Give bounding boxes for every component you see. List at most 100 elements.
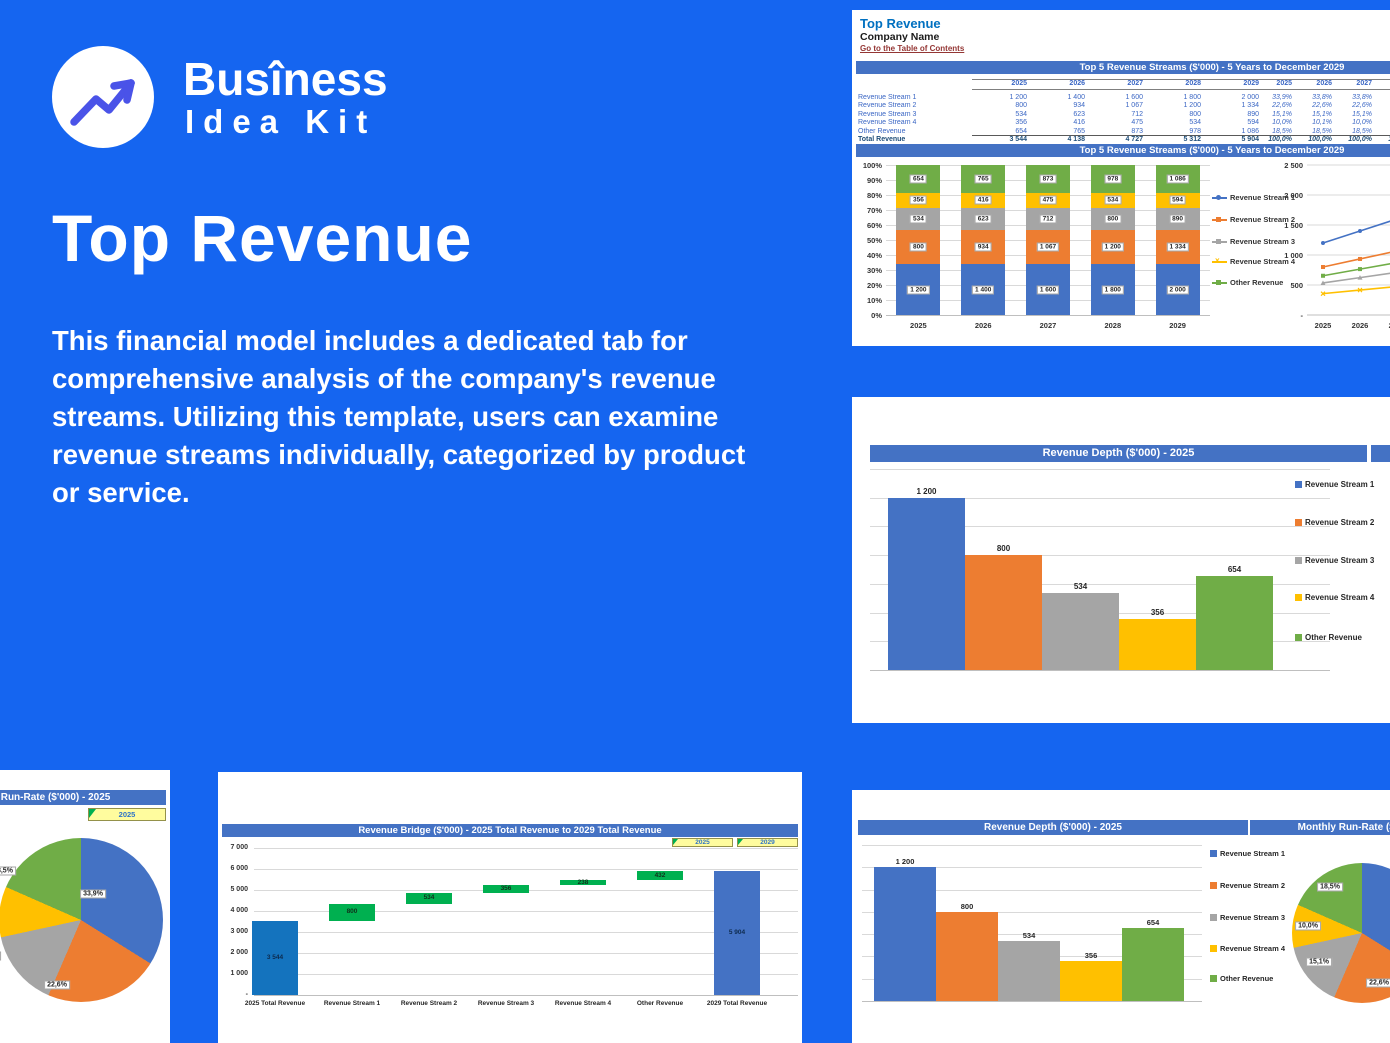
legend-item-label: Revenue Stream 3 [1220,912,1286,922]
table-cell: 2028 [1185,80,1201,87]
y-axis-tick-label: 5 000 [230,886,248,893]
stacked-bar-segment: 623 [961,207,1006,231]
bridge-filter-end-value: 2029 [760,839,775,846]
stacked-bar-segment: 2 000 [1155,264,1200,315]
filter-corner-marker [738,839,743,845]
gridline [862,934,1202,936]
line-chart-plot [1307,164,1390,316]
table-of-contents-link[interactable]: Go to the Table of Contents [860,44,965,53]
table-cell: 5 904 [1241,136,1259,143]
data-point-marker [1321,273,1325,278]
y-axis-tick-label: - [245,991,248,998]
bar-value-label: 356 [1084,951,1098,961]
x-axis-tick-label: 2026 [974,321,992,330]
bridge-filter-start-value: 2025 [695,839,710,846]
stacked-bar-chart: 0% 10% 20% 30% 40% 50% 60% 70% 80% 90% 100% 1 200 80… [852,10,1390,346]
table-cell: 1 200 [1009,94,1027,101]
bar-value-label: 1 200 [907,285,930,295]
y-axis-tick-label: 1 500 [1284,221,1303,230]
y-axis-tick-label: 3 000 [230,928,248,935]
x-axis-tick-label: 2025 [910,321,927,330]
bridge-year-filter-end[interactable]: 2029 [737,838,798,847]
data-point-marker [1358,256,1362,261]
bar-value-label: 534 [1104,195,1122,205]
stacked-bar-segment: 1 200 [896,264,941,315]
legend-swatch [1210,975,1217,982]
bar-value-label: 978 [1104,174,1122,184]
x-axis-tick-label: Revenue Stream 2 [400,1000,458,1007]
bar-value-label: 712 [1039,214,1057,224]
legend-swatch [1295,557,1302,564]
runrate-pie-chart-2: 33,9%22,6%15,1%10,0%18,5% [852,790,1390,1043]
legend-item-label: Revenue Stream 3 [1305,555,1375,565]
panel-bottom-right-sheet: Revenue Depth ($'000) - 2025 Monthly Run… [852,790,1390,1043]
legend-marker [1216,280,1221,285]
table-cell: 1 200 [1183,102,1201,110]
stacked-bar-segment: 800 [1090,207,1135,231]
gridline [862,889,1202,891]
table-cell: 22,6% [1352,102,1372,110]
bar-value-label: 654 [909,174,927,184]
y-axis-tick-label: 80% [866,191,882,200]
stacked-bar-segment: 1 067 [1026,230,1070,265]
table-row-label: Revenue Stream 1 [858,94,917,101]
gridline [870,526,1330,528]
legend-swatch [1295,481,1302,488]
bar-value-label: 1 334 [1166,242,1189,252]
monthly-runrate-header-2: Monthly Run-Rate ($'000) - 2025 [1250,820,1390,835]
gridline [254,848,798,849]
bar-value-label: 594 [1169,195,1187,205]
sheet-title: Top Revenue [860,16,941,31]
x-axis-tick-label: Revenue Stream 1 [323,1000,381,1007]
stacked-bar-segment: 800 [896,230,941,265]
panel-revenue-depth: Revenue Depth ($'000) - 2025 1 200 800 534… [852,397,1390,723]
table-cell: 800 [1015,102,1027,110]
gridline [862,845,1202,846]
table-cell: 1 600 [1125,94,1143,101]
table-total-label: Total Revenue [858,136,906,143]
bar [1119,618,1196,670]
data-point-marker [1357,287,1363,293]
stacked-bar-segment: 654 [896,165,941,193]
panel-monthly-runrate-left: Monthly Run-Rate ($'000) - 2025 2025 33,… [0,770,170,1043]
revenue-depth-header: Revenue Depth ($'000) - 2025 [870,445,1367,462]
page-title: Top Revenue [52,201,473,275]
bridge-year-filter-start[interactable]: 2025 [672,838,733,847]
stacked-bar-segment: 475 [1026,192,1070,208]
table-cell: 654 [1015,127,1027,135]
table-section-header: Top 5 Revenue Streams ($'000) - 5 Years … [856,61,1390,74]
bar-value-label: 1 200 [1101,242,1124,252]
year-filter[interactable]: 2025 [88,808,166,821]
table-cell: 765 [1073,127,1085,135]
gridline [254,869,798,870]
brand-name-line2: Idea Kit [185,103,377,140]
y-axis-tick-label: 2 500 [1284,161,1303,170]
bar-value-label: 534 [909,214,927,224]
runrate-header: Monthly Run-Rate ($'000) - 2025 [0,790,166,805]
table-row-label: Other Revenue [858,127,906,135]
table-cell: 534 [1015,110,1027,118]
bar-value-label: 356 [1150,607,1165,617]
y-axis-tick-label: 10% [866,296,882,305]
y-axis-tick-label: 6 000 [230,865,248,872]
legend-swatch [1210,945,1217,952]
table-cell: 100,0% [1375,136,1390,145]
legend-item-label: Revenue Stream 4 [1220,943,1286,953]
waterfall-bar: 5 904 [714,871,760,995]
bar-value-label: 1 800 [1101,285,1124,295]
legend-marker [1216,217,1221,222]
bar [1196,576,1273,670]
table-cell: 2026 [1316,80,1332,87]
bar-value-label: 800 [346,908,358,916]
filter-corner-marker [673,839,678,845]
bar [1042,593,1119,670]
waterfall-chart: 7 000 6 000 5 000 4 000 3 000 2 000 1 000 - 3 54… [218,772,802,1043]
y-axis-tick-label: 20% [866,281,882,290]
gridline [254,974,798,975]
brand-name-line1: Busîness [183,53,388,105]
legend-item-label: Other Revenue [1220,973,1274,983]
legend-item-label: Revenue Stream 2 [1305,517,1375,527]
stacked-bar-segment: 1 400 [961,264,1006,315]
bar-value-label: 1 067 [1036,242,1060,252]
table-cell: 18,5% [1272,127,1292,135]
